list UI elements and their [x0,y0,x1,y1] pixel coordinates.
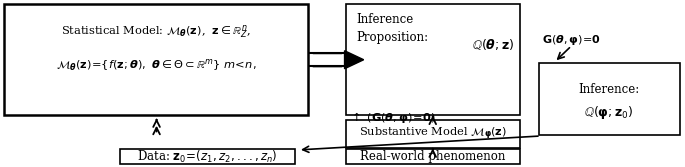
FancyBboxPatch shape [4,4,308,116]
FancyBboxPatch shape [121,149,295,164]
FancyBboxPatch shape [346,4,520,116]
Text: Statistical Model: $\mathcal{M}_{\boldsymbol{\theta}}(\mathbf{z})$,  $\mathbf{z}: Statistical Model: $\mathcal{M}_{\boldsy… [62,23,251,40]
Text: $\uparrow\ (\mathbf{G}(\boldsymbol{\theta},\boldsymbol{\varphi})\!=\!\mathbf{0}): $\uparrow\ (\mathbf{G}(\boldsymbol{\thet… [349,110,436,125]
Polygon shape [345,51,364,69]
Text: Inference:: Inference: [579,83,640,96]
Text: $\mathcal{M}_{\boldsymbol{\theta}}(\mathbf{z})\!=\!\{f(\mathbf{z};\boldsymbol{\t: $\mathcal{M}_{\boldsymbol{\theta}}(\math… [56,58,257,73]
Text: Substantive Model $\mathcal{M}_{\boldsymbol{\varphi}}(\mathbf{z})$: Substantive Model $\mathcal{M}_{\boldsym… [359,126,507,142]
Polygon shape [310,53,345,66]
FancyBboxPatch shape [346,120,520,148]
FancyBboxPatch shape [539,63,680,135]
FancyBboxPatch shape [346,149,520,164]
Text: Real-world phenomenon: Real-world phenomenon [360,150,506,163]
Text: Data: $\mathbf{z}_0\!=\!(z_1, z_2, ..., z_n)$: Data: $\mathbf{z}_0\!=\!(z_1, z_2, ..., … [137,148,277,164]
Text: $\mathbf{G}(\boldsymbol{\theta},\boldsymbol{\varphi})\!=\!\mathbf{0}$: $\mathbf{G}(\boldsymbol{\theta},\boldsym… [542,33,601,47]
Text: Inference
Proposition:: Inference Proposition: [356,13,428,44]
Text: $\mathbb{Q}(\boldsymbol{\varphi};\mathbf{z}_0)$: $\mathbb{Q}(\boldsymbol{\varphi};\mathbf… [584,104,634,121]
Text: $\mathbb{Q}(\boldsymbol{\theta};\mathbf{z})$: $\mathbb{Q}(\boldsymbol{\theta};\mathbf{… [472,37,514,52]
